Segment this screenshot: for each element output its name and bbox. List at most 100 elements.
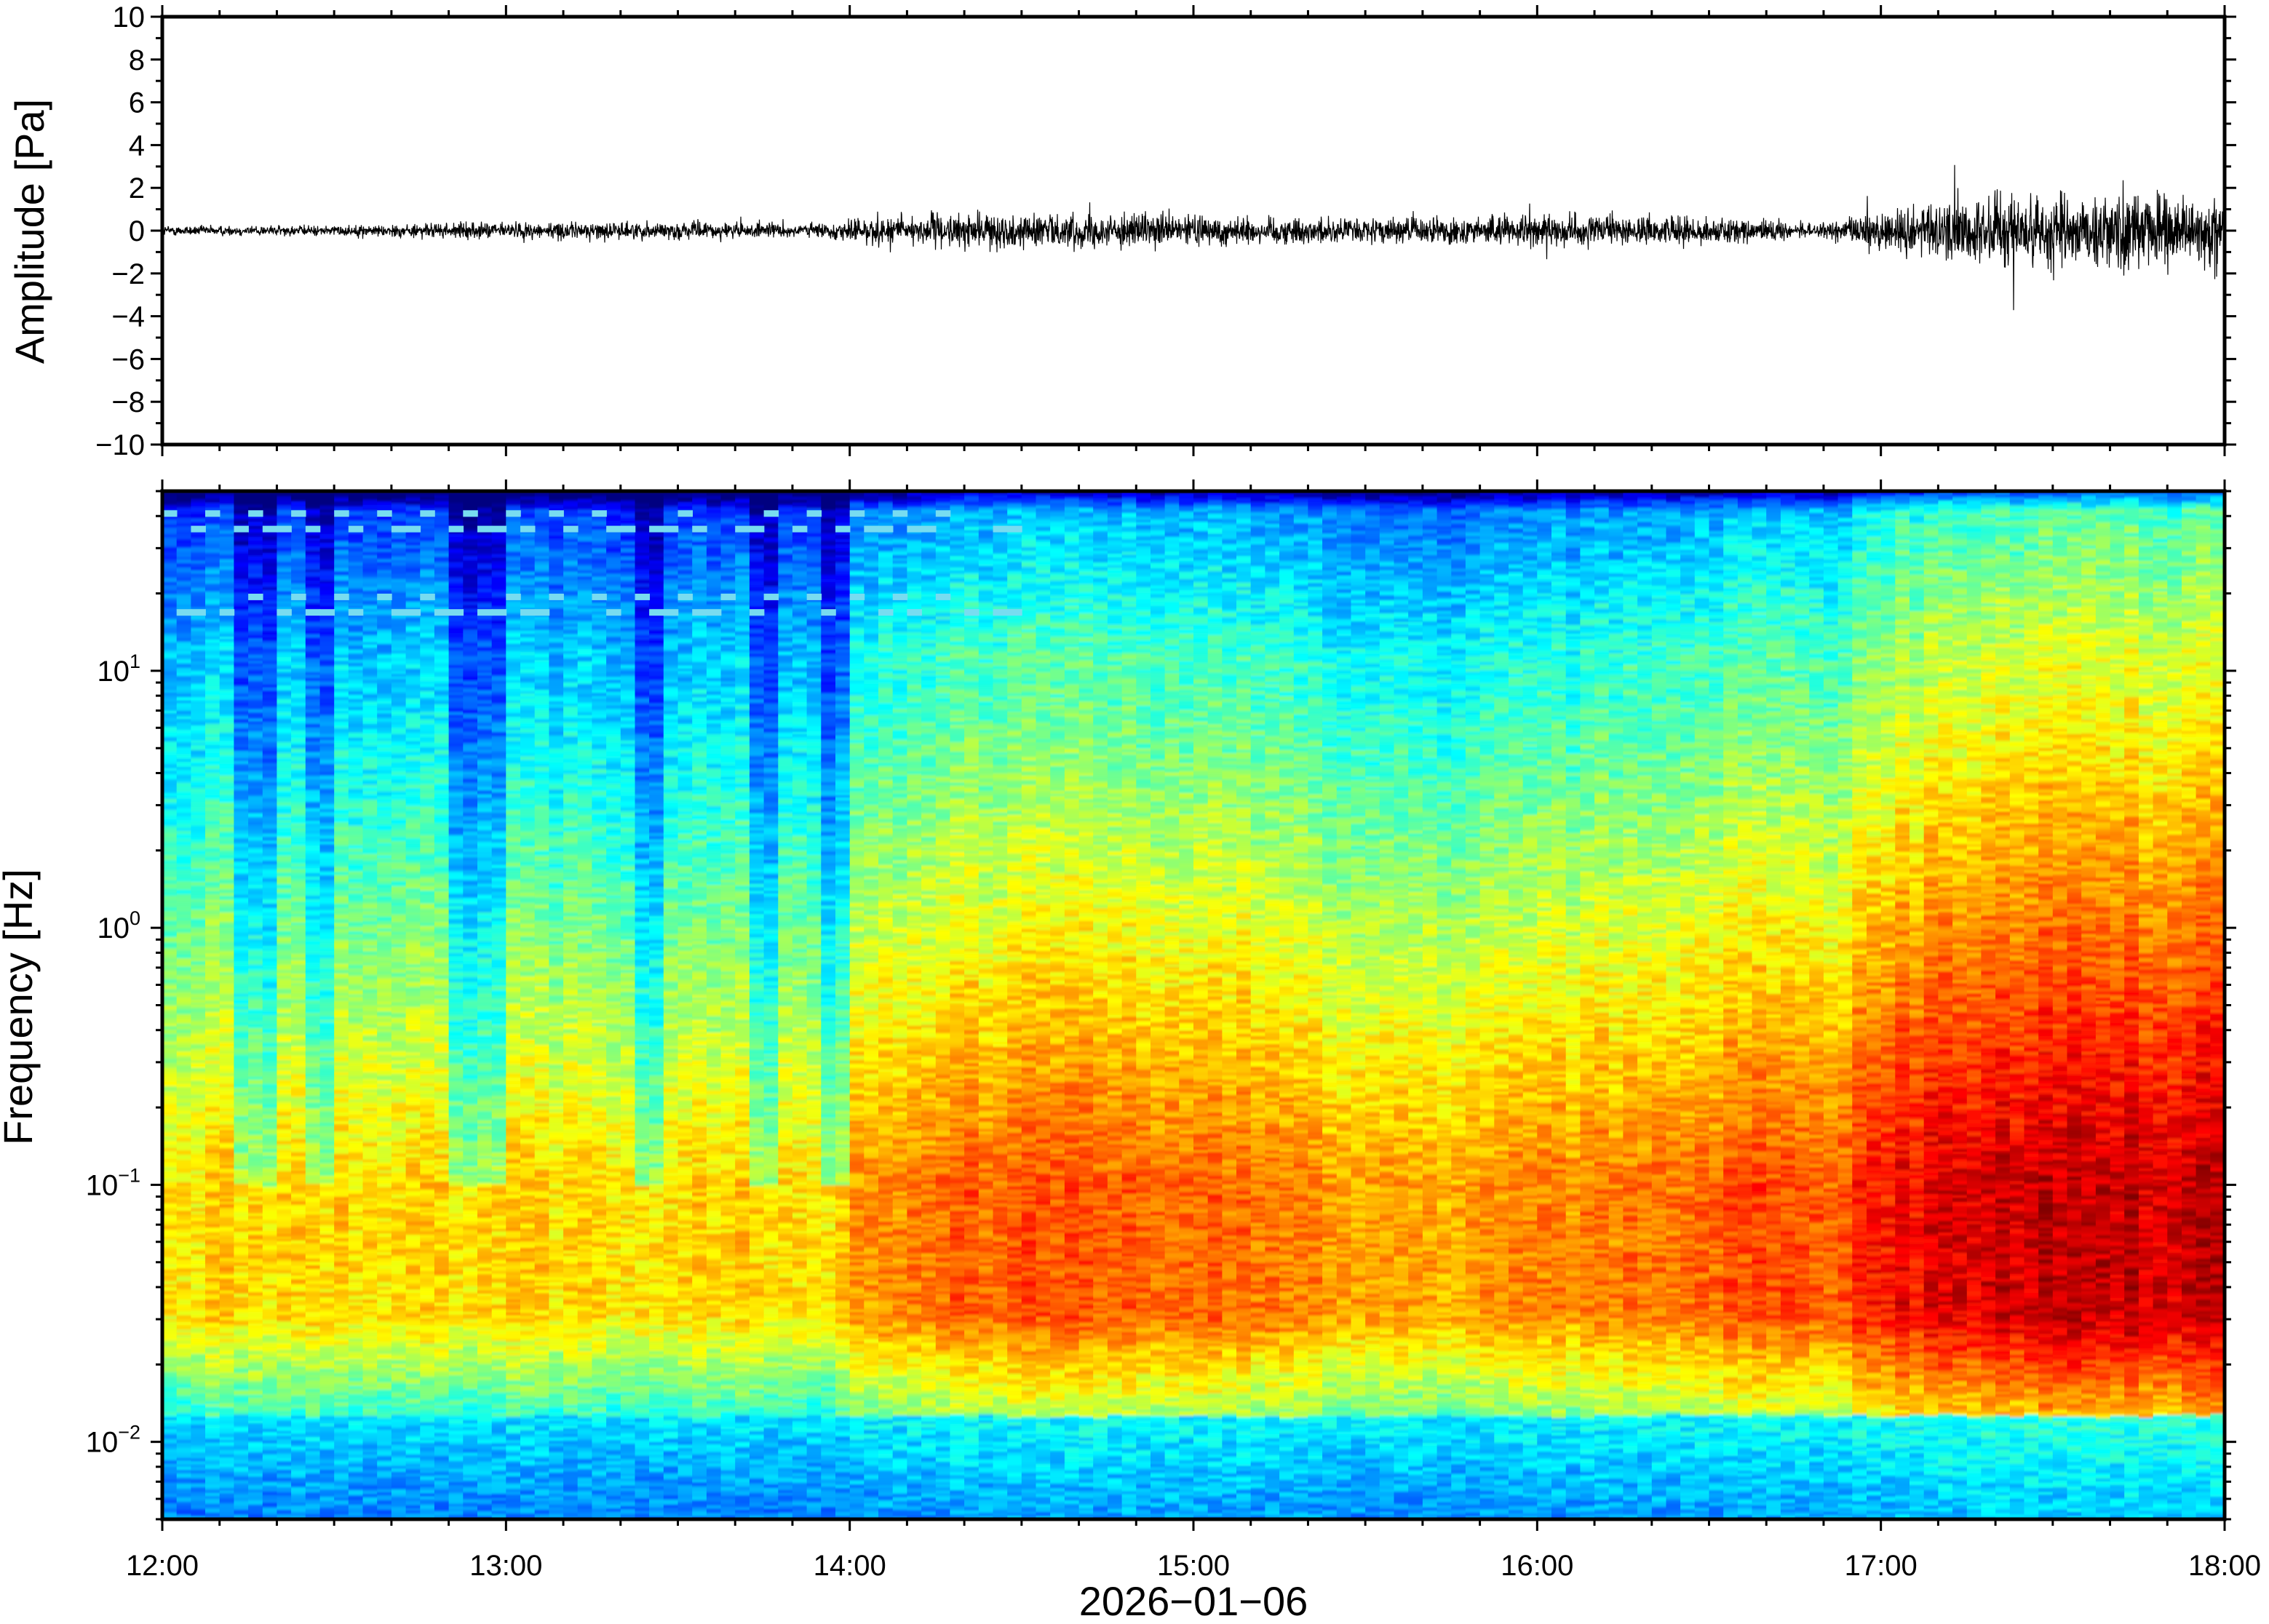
spectrogram-x-axis-label: 2026−01−06: [1079, 1578, 1308, 1624]
tonal-line-segment: [864, 526, 879, 533]
tonal-line-segment: [434, 609, 450, 616]
tonal-line-segment: [392, 526, 407, 533]
tonal-line-segment: [921, 526, 937, 533]
tonal-line-segment: [377, 510, 392, 517]
tonal-line-segment: [907, 526, 922, 533]
tonal-line-segment: [377, 594, 392, 600]
y-tick-label: −4: [111, 301, 145, 333]
tonal-line-segment: [678, 594, 694, 600]
tonal-line-segment: [306, 526, 321, 533]
x-tick-label: 12:00: [126, 1550, 199, 1582]
tonal-line-segment: [707, 609, 722, 616]
tonal-line-segment: [248, 594, 263, 600]
tonal-line-segment: [678, 510, 694, 517]
waveform-y-axis-label: Amplitude [Pa]: [7, 99, 52, 364]
tonal-line-segment: [263, 526, 278, 533]
tonal-line-segment: [750, 526, 765, 533]
y-tick-label: −10: [95, 429, 145, 461]
tonal-line-segment: [649, 609, 664, 616]
x-tick-label: 15:00: [1157, 1550, 1230, 1582]
tonal-line-segment: [392, 609, 407, 616]
tonal-line-segment: [735, 526, 750, 533]
tonal-line-segment: [191, 609, 206, 616]
y-tick-label: 0: [129, 215, 145, 247]
tonal-line-segment: [492, 609, 507, 616]
tonal-line-segment: [449, 526, 464, 533]
tonal-line-segment: [234, 526, 249, 533]
tonal-line-segment: [349, 609, 364, 616]
tonal-line-segment: [162, 510, 178, 517]
tonal-line-segment: [792, 526, 808, 533]
y-tick-label: −6: [111, 343, 145, 375]
tonal-line-segment: [993, 526, 1009, 533]
y-tick-label: 4: [129, 130, 145, 162]
x-tick-label: 16:00: [1501, 1550, 1573, 1582]
tonal-line-segment: [277, 609, 292, 616]
tonal-line-segment: [835, 526, 851, 533]
tonal-line-segment: [993, 609, 1009, 616]
y-tick-label: −8: [111, 386, 145, 418]
tonal-line-segment: [549, 510, 564, 517]
tonal-line-segment: [621, 526, 636, 533]
tonal-line-segment: [750, 609, 765, 616]
tonal-line-segment: [692, 526, 707, 533]
tonal-line-segment: [320, 609, 335, 616]
tonal-line-segment: [177, 609, 192, 616]
tonal-line-segment: [334, 594, 349, 600]
y-tick-label: 2: [129, 172, 145, 204]
tonal-line-segment: [592, 594, 607, 600]
tonal-line-segment: [592, 510, 607, 517]
tonal-line-segment: [692, 609, 707, 616]
y-tick-label: 8: [129, 44, 145, 76]
tonal-line-segment: [506, 510, 521, 517]
tonal-line-segment: [764, 594, 779, 600]
tonal-line-segment: [248, 510, 263, 517]
tonal-line-segment: [306, 609, 321, 616]
tonal-line-segment: [563, 526, 579, 533]
tonal-line-segment: [878, 526, 894, 533]
tonal-line-segment: [449, 609, 464, 616]
spectrogram-y-axis-label: Frequency [Hz]: [0, 869, 41, 1145]
tonal-line-segment: [520, 526, 536, 533]
tonal-line-segment: [893, 594, 908, 600]
tonal-line-segment: [807, 510, 822, 517]
tonal-line-segment: [291, 510, 306, 517]
tonal-line-segment: [205, 510, 220, 517]
tonal-line-segment: [191, 526, 206, 533]
tonal-line-segment: [477, 526, 493, 533]
x-tick-label: 18:00: [2188, 1550, 2261, 1582]
y-tick-label: −2: [111, 258, 145, 290]
tonal-line-segment: [277, 526, 292, 533]
spectrogram-image: [162, 491, 2225, 1524]
y-tick-label: 10: [113, 1, 146, 33]
tonal-line-segment: [807, 594, 822, 600]
tonal-line-segment: [506, 594, 521, 600]
tonal-line-segment: [1007, 609, 1022, 616]
tonal-line-segment: [764, 510, 779, 517]
tonal-line-segment: [664, 526, 679, 533]
tonal-line-segment: [878, 609, 894, 616]
tonal-line-segment: [463, 510, 478, 517]
tonal-line-segment: [220, 609, 235, 616]
tonal-line-segment: [964, 609, 979, 616]
tonal-line-segment: [1007, 526, 1022, 533]
y-tick-label: 100: [97, 907, 140, 944]
tonal-line-segment: [334, 510, 349, 517]
tonal-line-segment: [406, 526, 421, 533]
y-tick-label: 101: [97, 650, 140, 688]
x-tick-label: 14:00: [814, 1550, 886, 1582]
tonal-line-segment: [606, 526, 621, 533]
y-tick-label: 10−1: [86, 1164, 140, 1201]
tonal-line-segment: [520, 609, 536, 616]
tonal-line-segment: [492, 526, 507, 533]
tonal-line-segment: [850, 594, 865, 600]
tonal-line-segment: [291, 594, 306, 600]
tonal-line-segment: [549, 594, 564, 600]
x-tick-label: 17:00: [1845, 1550, 1918, 1582]
tonal-line-segment: [907, 609, 922, 616]
tonal-line-segment: [936, 510, 951, 517]
tonal-line-segment: [406, 609, 421, 616]
